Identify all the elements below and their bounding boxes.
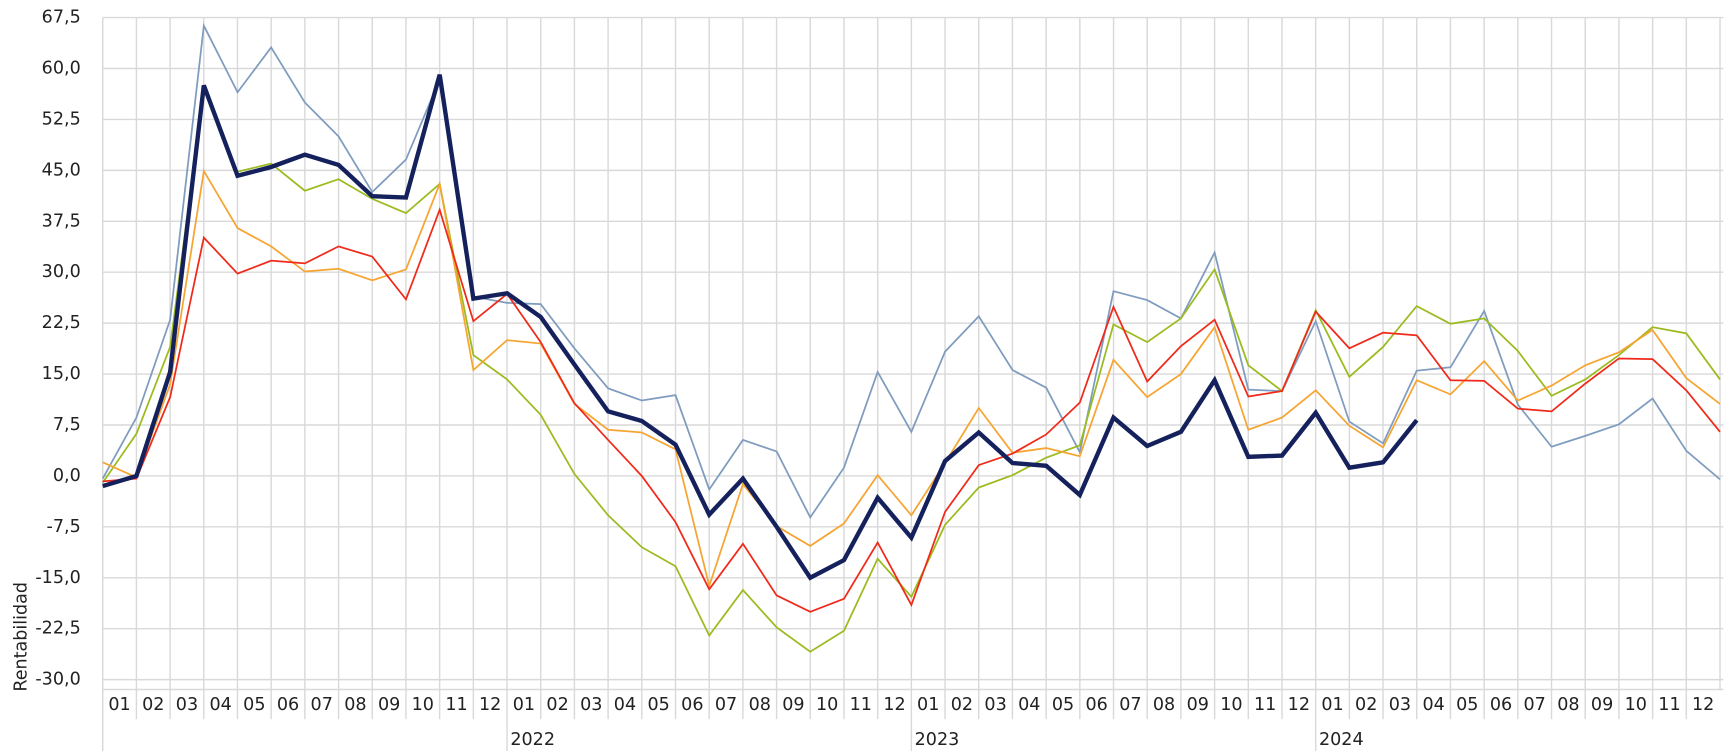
y-tick-label: -15,0 xyxy=(35,568,80,588)
x-tick-label: 09 xyxy=(1187,695,1209,715)
x-tick-label: 07 xyxy=(715,695,737,715)
x-tick-label: 04 xyxy=(1422,695,1444,715)
x-tick-label: 12 xyxy=(1288,695,1310,715)
series-line xyxy=(101,85,1721,653)
x-tick-label: 12 xyxy=(883,695,905,715)
y-tick-label: -22,5 xyxy=(35,619,80,639)
x-tick-label: 09 xyxy=(378,695,400,715)
x-tick-label: 09 xyxy=(1591,695,1613,715)
x-tick-label: 04 xyxy=(1018,695,1040,715)
x-tick-label: 08 xyxy=(1153,695,1175,715)
x-tick-label: 10 xyxy=(816,695,838,715)
y-tick-label: 67,5 xyxy=(42,8,81,28)
x-tick-label: 05 xyxy=(1052,695,1074,715)
x-tick-label: 06 xyxy=(277,695,299,715)
x-tick-label: 11 xyxy=(1658,695,1680,715)
x-tick-label: 05 xyxy=(1456,695,1478,715)
y-tick-label: 30,0 xyxy=(42,262,81,282)
x-tick-label: 04 xyxy=(209,695,231,715)
x-tick-label: 01 xyxy=(513,695,535,715)
y-tick-label: 22,5 xyxy=(42,313,81,333)
year-label: 2024 xyxy=(1319,730,1364,750)
series-line xyxy=(102,206,1721,613)
y-tick-label: 37,5 xyxy=(42,211,81,231)
x-tick-label: 01 xyxy=(108,695,130,715)
x-tick-label: 02 xyxy=(951,695,973,715)
x-tick-label: 10 xyxy=(1220,695,1242,715)
x-tick-label: 01 xyxy=(1321,695,1343,715)
series-line xyxy=(101,22,1721,520)
y-tick-label: 15,0 xyxy=(42,364,81,384)
y-tick-label: -7,5 xyxy=(47,517,81,537)
x-tick-label: 03 xyxy=(580,695,602,715)
y-tick-label: 7,5 xyxy=(53,415,81,435)
y-tick-label: 52,5 xyxy=(42,109,81,129)
x-tick-label: 03 xyxy=(1389,695,1411,715)
x-tick-label: 09 xyxy=(782,695,804,715)
x-tick-label: 05 xyxy=(647,695,669,715)
y-tick-label: -30,0 xyxy=(35,670,80,690)
x-tick-label: 07 xyxy=(1524,695,1546,715)
x-tick-label: 10 xyxy=(1625,695,1647,715)
x-tick-label: 11 xyxy=(850,695,872,715)
x-tick-label: 08 xyxy=(749,695,771,715)
x-tick-label: 06 xyxy=(1490,695,1512,715)
y-tick-label: 0,0 xyxy=(53,466,81,486)
x-tick-label: 05 xyxy=(243,695,265,715)
x-tick-label: 06 xyxy=(681,695,703,715)
x-tick-label: 03 xyxy=(984,695,1006,715)
y-axis-title: Rentabilidad xyxy=(11,582,31,692)
x-tick-label: 12 xyxy=(1692,695,1714,715)
x-tick-label: 08 xyxy=(1557,695,1579,715)
x-tick-label: 01 xyxy=(917,695,939,715)
x-tick-label: 07 xyxy=(311,695,333,715)
x-tick-label: 07 xyxy=(1119,695,1141,715)
y-tick-label: 60,0 xyxy=(42,58,81,78)
x-tick-label: 03 xyxy=(176,695,198,715)
year-label: 2022 xyxy=(510,730,555,750)
x-tick-label: 02 xyxy=(546,695,568,715)
x-tick-label: 10 xyxy=(412,695,434,715)
x-tick-label: 08 xyxy=(344,695,366,715)
x-tick-label: 02 xyxy=(1355,695,1377,715)
x-tick-label: 02 xyxy=(142,695,164,715)
year-label: 2023 xyxy=(915,730,960,750)
y-tick-label: 45,0 xyxy=(42,160,81,180)
x-tick-label: 06 xyxy=(1086,695,1108,715)
series-line xyxy=(102,168,1721,590)
x-tick-label: 11 xyxy=(1254,695,1276,715)
x-tick-label: 04 xyxy=(614,695,636,715)
x-tick-label: 12 xyxy=(479,695,501,715)
series-line xyxy=(102,74,1419,581)
x-tick-label: 11 xyxy=(445,695,467,715)
